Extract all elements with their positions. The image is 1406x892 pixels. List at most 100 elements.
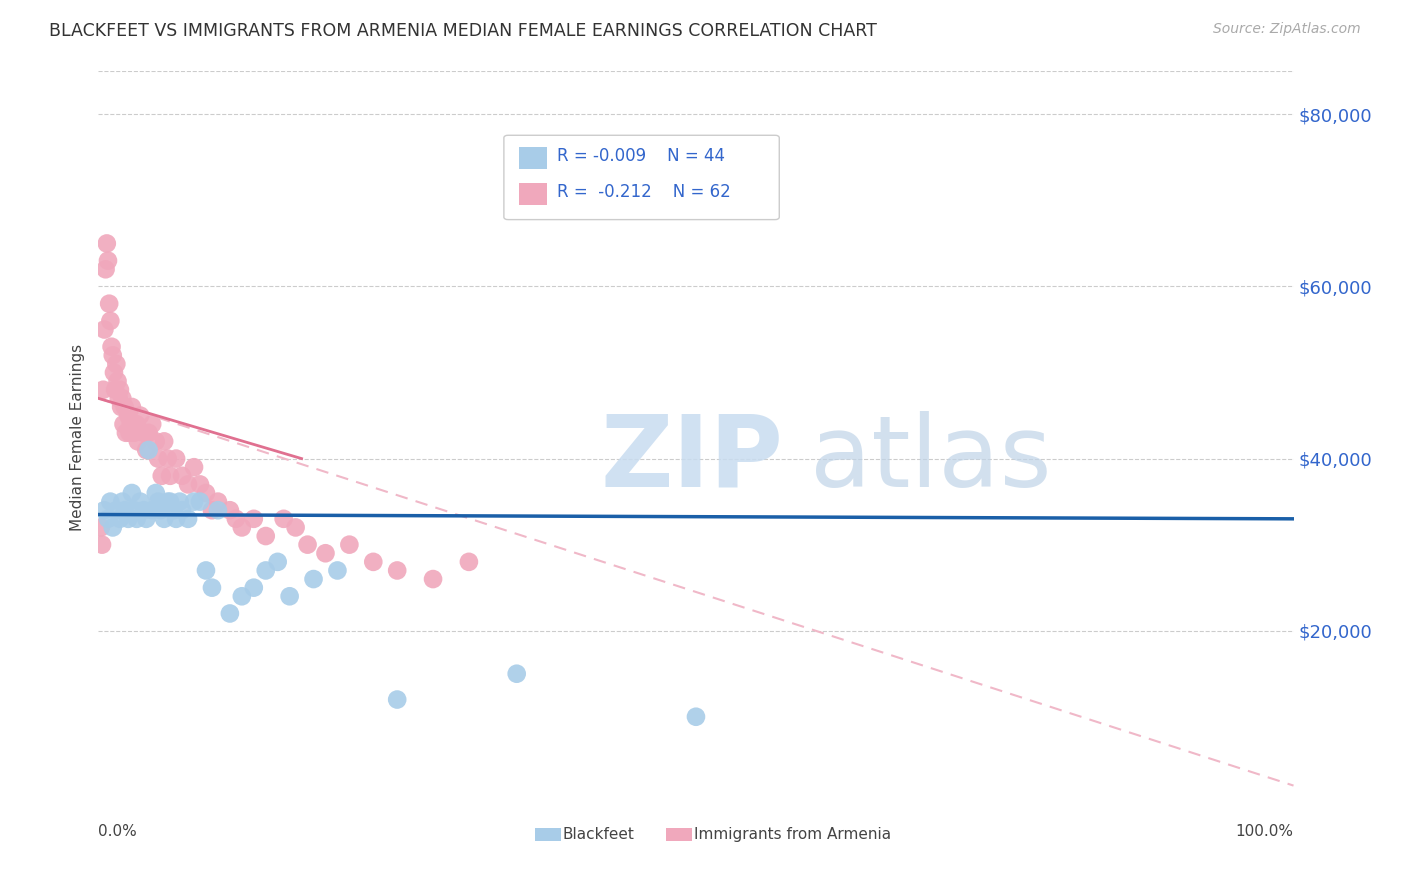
Point — [165, 512, 187, 526]
Point — [98, 296, 121, 310]
Point — [141, 417, 163, 432]
Point — [201, 503, 224, 517]
Point — [101, 348, 124, 362]
Point — [254, 564, 277, 578]
Point — [141, 503, 163, 517]
Point — [105, 503, 128, 517]
Point — [284, 520, 307, 534]
Y-axis label: Median Female Earnings: Median Female Earnings — [70, 343, 86, 531]
Point — [315, 546, 337, 560]
Point — [188, 477, 211, 491]
Point — [148, 451, 170, 466]
Point — [127, 434, 149, 449]
Point — [96, 236, 118, 251]
Bar — [534, 828, 561, 841]
Text: Blackfeet: Blackfeet — [562, 827, 634, 842]
Point — [98, 314, 122, 328]
Point — [219, 607, 242, 621]
Text: R =  -0.212    N = 62: R = -0.212 N = 62 — [557, 183, 731, 201]
Point — [207, 503, 229, 517]
Point — [145, 434, 167, 449]
Point — [110, 400, 132, 414]
Point — [111, 494, 134, 508]
Text: Source: ZipAtlas.com: Source: ZipAtlas.com — [1213, 22, 1361, 37]
Point — [118, 425, 141, 440]
Point — [148, 494, 170, 508]
Point — [93, 503, 115, 517]
Point — [98, 494, 122, 508]
Point — [107, 392, 129, 406]
Text: atlas: atlas — [810, 410, 1052, 508]
Point — [97, 253, 120, 268]
Point — [172, 503, 194, 517]
Point — [506, 666, 529, 681]
Point — [135, 512, 157, 526]
Point — [90, 520, 112, 534]
Bar — [666, 828, 692, 841]
Point — [125, 417, 148, 432]
Point — [219, 503, 242, 517]
Point — [225, 512, 247, 526]
Text: 0.0%: 0.0% — [98, 823, 138, 838]
Point — [297, 538, 319, 552]
Point — [105, 357, 128, 371]
Point — [183, 460, 205, 475]
Point — [302, 572, 325, 586]
Point — [117, 512, 139, 526]
Point — [177, 477, 200, 491]
Point — [153, 512, 176, 526]
Point — [129, 409, 152, 423]
Point — [231, 589, 253, 603]
Point — [153, 434, 176, 449]
Point — [685, 710, 707, 724]
Point — [97, 512, 120, 526]
Point — [104, 383, 127, 397]
Point — [326, 564, 349, 578]
Point — [207, 494, 229, 508]
Point — [165, 451, 187, 466]
Point — [103, 366, 125, 380]
Point — [163, 503, 186, 517]
Point — [93, 322, 115, 336]
Text: BLACKFEET VS IMMIGRANTS FROM ARMENIA MEDIAN FEMALE EARNINGS CORRELATION CHART: BLACKFEET VS IMMIGRANTS FROM ARMENIA MED… — [49, 22, 877, 40]
Point — [339, 538, 361, 552]
Point — [458, 555, 481, 569]
Point — [201, 581, 224, 595]
Point — [132, 425, 155, 440]
Point — [94, 262, 117, 277]
Point — [120, 417, 142, 432]
Text: R = -0.009    N = 44: R = -0.009 N = 44 — [557, 147, 725, 165]
Point — [145, 486, 167, 500]
Point — [135, 442, 157, 457]
Point — [121, 400, 143, 414]
Point — [385, 564, 409, 578]
Point — [231, 520, 253, 534]
Text: Immigrants from Armenia: Immigrants from Armenia — [693, 827, 891, 842]
Point — [125, 512, 148, 526]
Point — [111, 392, 134, 406]
Point — [132, 503, 155, 517]
Point — [124, 503, 146, 517]
Point — [138, 442, 160, 457]
Point — [183, 494, 205, 508]
Point — [112, 417, 135, 432]
Point — [124, 425, 146, 440]
Point — [91, 538, 114, 552]
Point — [149, 503, 172, 517]
Point — [121, 486, 143, 500]
Point — [100, 340, 122, 354]
Text: ZIP: ZIP — [600, 410, 783, 508]
Point — [101, 520, 124, 534]
Point — [114, 400, 136, 414]
Point — [91, 383, 114, 397]
Point — [385, 692, 409, 706]
Point — [156, 494, 179, 508]
Point — [169, 494, 191, 508]
Point — [108, 512, 131, 526]
Point — [243, 512, 266, 526]
Point — [108, 383, 131, 397]
Point — [254, 529, 277, 543]
Point — [267, 555, 290, 569]
Point — [172, 468, 194, 483]
Point — [195, 486, 218, 500]
